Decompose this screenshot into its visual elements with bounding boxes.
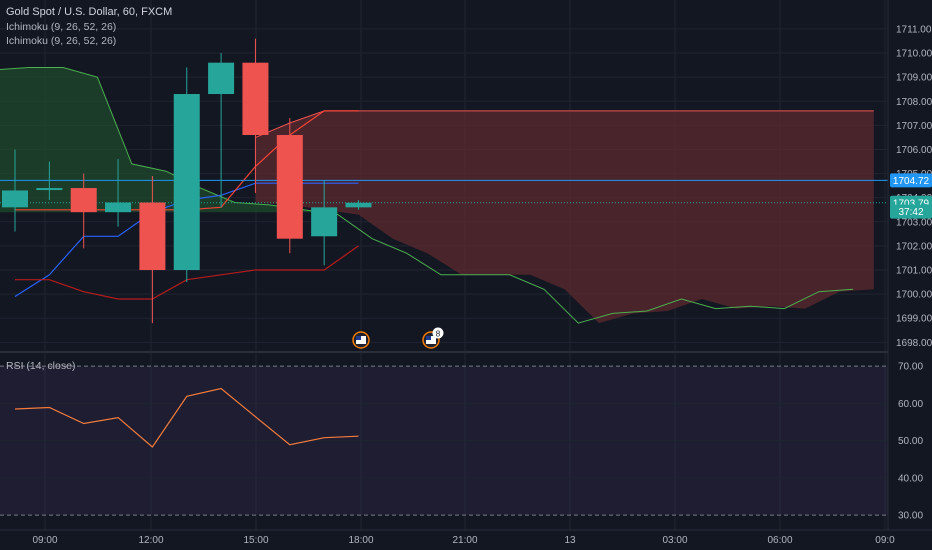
rsi-tick-label: 60.00 xyxy=(898,399,923,410)
candle-body xyxy=(2,190,28,208)
event-markers[interactable]: 8 xyxy=(352,327,444,349)
price-tag-bg xyxy=(890,173,932,188)
rsi-tick-label: 40.00 xyxy=(898,473,923,484)
time-tick-label: 13 xyxy=(564,535,576,546)
candle-body xyxy=(276,135,303,239)
flag-canton xyxy=(426,336,431,340)
price-tick-label: 1703.00 xyxy=(896,217,932,228)
price-tick-label: 1706.00 xyxy=(896,145,932,156)
rsi-tick-label: 50.00 xyxy=(898,436,923,447)
time-tick-label: 12:00 xyxy=(138,535,163,546)
price-tick-label: 1709.00 xyxy=(896,73,932,84)
price-tick-label: 1701.00 xyxy=(896,266,932,277)
rsi-legend[interactable]: RSI (14, close) xyxy=(6,360,76,372)
price-tick-label: 1707.00 xyxy=(896,121,932,132)
senkou-b-line xyxy=(0,67,854,324)
flag-canton xyxy=(356,336,361,340)
symbol-title[interactable]: Gold Spot / U.S. Dollar, 60, FXCM xyxy=(6,6,173,18)
price-tick-label: 1711.00 xyxy=(896,24,932,35)
ichimoku-legend-1[interactable]: Ichimoku (9, 26, 52, 26) xyxy=(6,21,117,33)
green-cloud xyxy=(0,67,338,215)
price-axis-bg xyxy=(888,0,932,550)
time-tick-label: 18:00 xyxy=(348,535,373,546)
candles xyxy=(2,38,372,324)
price-tick-label: 1710.00 xyxy=(896,49,932,60)
candle-body xyxy=(311,207,338,237)
rsi-pane xyxy=(0,351,932,516)
time-tick-label: 21:00 xyxy=(452,535,477,546)
price-tick-label: 1700.00 xyxy=(896,290,932,301)
event-count-label: 8 xyxy=(436,330,441,339)
candle-body xyxy=(242,62,269,136)
time-tick-label: 09:0 xyxy=(875,535,895,546)
event-count-badge xyxy=(432,327,444,339)
rsi-tick-label: 30.00 xyxy=(898,511,923,522)
candle-body xyxy=(105,202,132,213)
price-tag-label: 1704.72 xyxy=(893,176,930,187)
price-tag-label: 1703.79 xyxy=(893,198,930,209)
price-tick-label: 1702.00 xyxy=(896,241,932,252)
candle-body xyxy=(36,188,63,191)
ichimoku-legend-2[interactable]: Ichimoku (9, 26, 52, 26) xyxy=(6,35,117,47)
candle-body xyxy=(345,202,372,208)
time-tick-label: 03:00 xyxy=(662,535,687,546)
price-tick-label: 1699.00 xyxy=(896,314,932,325)
price-tag-label: 37:42 xyxy=(898,207,923,218)
rsi-line xyxy=(14,387,359,448)
ichimoku-cloud xyxy=(0,67,874,324)
candle-body xyxy=(139,202,166,271)
time-tick-label: 15:00 xyxy=(243,535,268,546)
candle-body xyxy=(208,62,235,95)
red-cloud xyxy=(255,110,874,324)
candle-body xyxy=(173,94,200,271)
candle-body xyxy=(70,188,97,213)
price-tick-label: 1698.00 xyxy=(896,338,932,349)
time-tick-label: 09:00 xyxy=(32,535,57,546)
price-tick-label: 1708.00 xyxy=(896,97,932,108)
time-tick-label: 06:00 xyxy=(767,535,792,546)
price-tag-bg xyxy=(890,204,932,219)
time-axis-bg xyxy=(0,530,932,550)
rsi-tick-label: 70.00 xyxy=(898,362,923,373)
